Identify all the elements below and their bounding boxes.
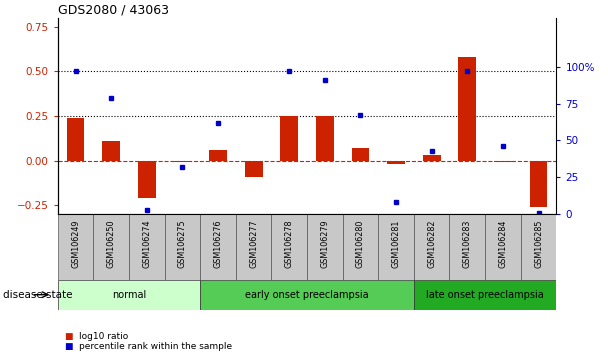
Bar	[458, 57, 476, 161]
Bar	[449, 214, 485, 280]
Bar	[485, 214, 520, 280]
Bar	[423, 155, 441, 161]
Bar	[307, 214, 343, 280]
Bar	[520, 214, 556, 280]
Bar	[102, 141, 120, 161]
Bar	[494, 161, 512, 162]
Bar	[200, 214, 236, 280]
Text: GSM106277: GSM106277	[249, 219, 258, 268]
Text: GSM106279: GSM106279	[320, 219, 330, 268]
Bar	[67, 118, 85, 161]
Bar	[378, 214, 414, 280]
Text: GSM106283: GSM106283	[463, 219, 472, 268]
Text: GSM106250: GSM106250	[106, 219, 116, 268]
Text: GDS2080 / 43063: GDS2080 / 43063	[58, 4, 169, 17]
Bar	[316, 116, 334, 161]
Text: GSM106274: GSM106274	[142, 219, 151, 268]
Text: percentile rank within the sample: percentile rank within the sample	[79, 342, 232, 352]
Text: GSM106285: GSM106285	[534, 219, 543, 268]
Text: GSM106249: GSM106249	[71, 219, 80, 268]
Text: GSM106280: GSM106280	[356, 219, 365, 268]
Bar	[173, 161, 192, 162]
Bar	[236, 214, 271, 280]
Bar	[343, 214, 378, 280]
Text: GSM106284: GSM106284	[499, 219, 508, 268]
Bar	[271, 214, 307, 280]
Text: GSM106275: GSM106275	[178, 219, 187, 268]
Bar	[387, 161, 405, 164]
Text: disease state: disease state	[3, 290, 72, 300]
Text: early onset preeclampsia: early onset preeclampsia	[245, 290, 369, 300]
Bar	[129, 214, 165, 280]
Text: late onset preeclampsia: late onset preeclampsia	[426, 290, 544, 300]
Text: normal: normal	[112, 290, 146, 300]
Bar	[530, 161, 547, 207]
Bar	[165, 214, 200, 280]
Bar	[200, 280, 414, 310]
Text: GSM106276: GSM106276	[213, 219, 223, 268]
Bar	[414, 214, 449, 280]
Bar	[351, 148, 370, 161]
Bar	[58, 214, 94, 280]
Text: GSM106282: GSM106282	[427, 219, 436, 268]
Bar	[94, 214, 129, 280]
Text: GSM106281: GSM106281	[392, 219, 401, 268]
Bar	[58, 280, 200, 310]
Text: ■: ■	[64, 342, 72, 352]
Bar	[414, 280, 556, 310]
Bar	[244, 161, 263, 177]
Text: log10 ratio: log10 ratio	[79, 332, 128, 341]
Bar	[209, 150, 227, 161]
Text: ■: ■	[64, 332, 72, 341]
Bar	[280, 116, 298, 161]
Text: GSM106278: GSM106278	[285, 219, 294, 268]
Bar	[138, 161, 156, 198]
